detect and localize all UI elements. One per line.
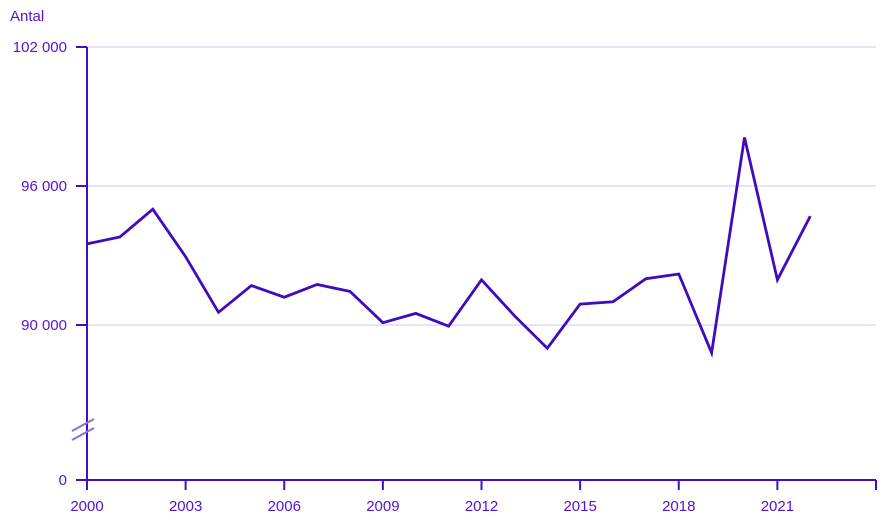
y-axis-title: Antal xyxy=(10,8,45,25)
data-line-antal xyxy=(86,137,812,358)
y-tick-label: 90 000 xyxy=(21,317,67,334)
y-tick-label: 0 xyxy=(59,472,67,489)
x-tick-label: 2015 xyxy=(563,498,596,515)
x-tick-label: 2003 xyxy=(169,498,202,515)
y-tick-label: 102 000 xyxy=(13,39,67,56)
axis-break-icon xyxy=(71,418,95,432)
x-tick-label: 2009 xyxy=(366,498,399,515)
axis-break-icon xyxy=(71,427,95,441)
x-tick-label: 2018 xyxy=(662,498,695,515)
x-tick-label: 2012 xyxy=(465,498,498,515)
x-tick-label: 2021 xyxy=(761,498,794,515)
y-tick-label: 96 000 xyxy=(21,178,67,195)
x-tick-label: 2000 xyxy=(70,498,103,515)
x-tick-label: 2006 xyxy=(268,498,301,515)
